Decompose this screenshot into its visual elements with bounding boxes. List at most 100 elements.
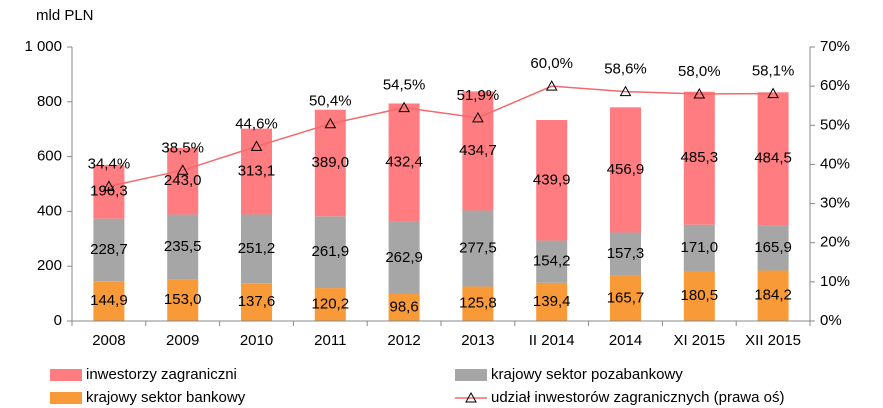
marker <box>693 87 706 99</box>
y2-tick-label: 70% <box>820 38 850 55</box>
legend-label: inwestorzy zagraniczni <box>86 366 237 383</box>
data-label: 251,2 <box>238 240 276 257</box>
x-tick-label: 2009 <box>166 332 199 349</box>
data-label: 434,7 <box>459 142 497 159</box>
data-label: 196,3 <box>90 183 128 200</box>
data-label: 184,2 <box>754 287 792 304</box>
y-axis-label: mld PLN <box>36 7 94 24</box>
data-label: 171,0 <box>681 239 719 256</box>
bar-segment <box>388 221 420 294</box>
x-tick-label: 2010 <box>240 332 273 349</box>
bar-segment <box>536 282 568 321</box>
bar-segment <box>683 271 715 321</box>
x-tick-label: XI 2015 <box>673 332 725 349</box>
bar-segment <box>757 92 789 226</box>
y-tick-label: 200 <box>37 257 62 274</box>
data-label: 34,4% <box>88 155 131 172</box>
data-label: 180,5 <box>681 287 719 304</box>
bar-segment <box>241 283 272 321</box>
data-label: 50,4% <box>309 93 352 110</box>
data-label: 44,6% <box>235 115 278 132</box>
data-label: 58,1% <box>752 63 795 80</box>
data-label: 51,9% <box>457 87 500 104</box>
data-label: 60,0% <box>530 55 573 72</box>
data-label: 485,3 <box>681 149 719 166</box>
marker <box>324 117 337 129</box>
x-tick-label: 2011 <box>314 332 346 349</box>
bar-segment <box>167 214 199 280</box>
y-tick-label: 600 <box>37 148 62 165</box>
bar-segment <box>388 103 420 222</box>
x-tick-label: 2008 <box>92 332 125 349</box>
y2-tick-label: 0% <box>820 312 842 329</box>
data-label: 154,2 <box>533 253 571 270</box>
data-label: 432,4 <box>385 154 423 171</box>
bar-segment <box>462 91 494 211</box>
data-label: 261,9 <box>312 243 350 260</box>
x-tick-label: XII 2015 <box>745 332 801 349</box>
data-label: 277,5 <box>459 239 497 256</box>
marker <box>619 85 632 97</box>
data-label: 235,5 <box>164 238 202 255</box>
y2-tick-label: 60% <box>820 77 850 94</box>
data-label: 125,8 <box>459 295 497 312</box>
bar-segment <box>314 288 346 321</box>
legend-label: krajowy sektor pozabankowy <box>491 366 683 383</box>
x-tick-label: 2012 <box>387 332 420 349</box>
marker <box>176 164 189 175</box>
x-tick-label: 2014 <box>609 332 642 349</box>
bar-segment <box>241 214 272 284</box>
data-label: 313,1 <box>238 163 276 180</box>
bar-segment <box>167 279 199 321</box>
bar-segment <box>388 293 420 321</box>
data-label: 58,0% <box>678 63 721 80</box>
y2-tick-label: 20% <box>820 234 850 251</box>
data-label: 98,6 <box>389 298 418 315</box>
marker <box>767 87 779 99</box>
marker <box>472 111 484 123</box>
data-label: 137,6 <box>238 293 276 310</box>
bar-segment <box>610 232 641 276</box>
legend-swatch <box>455 369 487 381</box>
data-label: 456,9 <box>607 161 645 178</box>
data-label: 484,5 <box>754 150 792 167</box>
legend-marker <box>465 391 477 403</box>
data-label: 439,9 <box>533 171 571 188</box>
data-label: 139,4 <box>533 293 571 310</box>
bar-segment <box>93 218 125 282</box>
bar-segment <box>462 210 494 287</box>
bar-segment <box>610 275 641 321</box>
data-label: 243,0 <box>164 172 202 189</box>
bar-segment <box>757 270 789 321</box>
legend-label: krajowy sektor bankowy <box>86 389 246 406</box>
legend-swatch <box>50 369 82 381</box>
data-label: 153,0 <box>164 291 202 308</box>
data-label: 144,9 <box>90 292 128 309</box>
bar-segment <box>683 91 715 225</box>
y-tick-label: 800 <box>37 93 62 110</box>
bar-segment <box>683 224 715 272</box>
bar-segment <box>93 164 125 219</box>
bar-segment <box>314 216 346 289</box>
y-tick-label: 400 <box>37 202 62 219</box>
data-label: 389,0 <box>312 154 350 171</box>
bar-segment <box>757 225 789 271</box>
legend-label: udział inwestorów zagranicznych (prawa o… <box>491 389 784 406</box>
y2-tick-label: 30% <box>820 195 850 212</box>
x-tick-label: II 2014 <box>529 332 575 349</box>
data-label: 165,7 <box>607 289 645 306</box>
data-label: 54,5% <box>383 77 426 94</box>
bar-segment <box>536 120 568 241</box>
legend-swatch <box>50 392 82 404</box>
marker <box>545 80 558 91</box>
bar-segment <box>610 107 641 233</box>
y2-tick-label: 10% <box>820 273 850 290</box>
bar-segment <box>536 240 568 283</box>
bar-segment <box>93 281 125 321</box>
data-label: 38,5% <box>161 139 204 156</box>
y-tick-label: 0 <box>54 312 62 329</box>
bar-segment <box>167 147 199 215</box>
data-label: 120,2 <box>312 296 350 313</box>
data-label: 157,3 <box>607 245 645 262</box>
y-tick-label: 1 000 <box>24 38 62 55</box>
